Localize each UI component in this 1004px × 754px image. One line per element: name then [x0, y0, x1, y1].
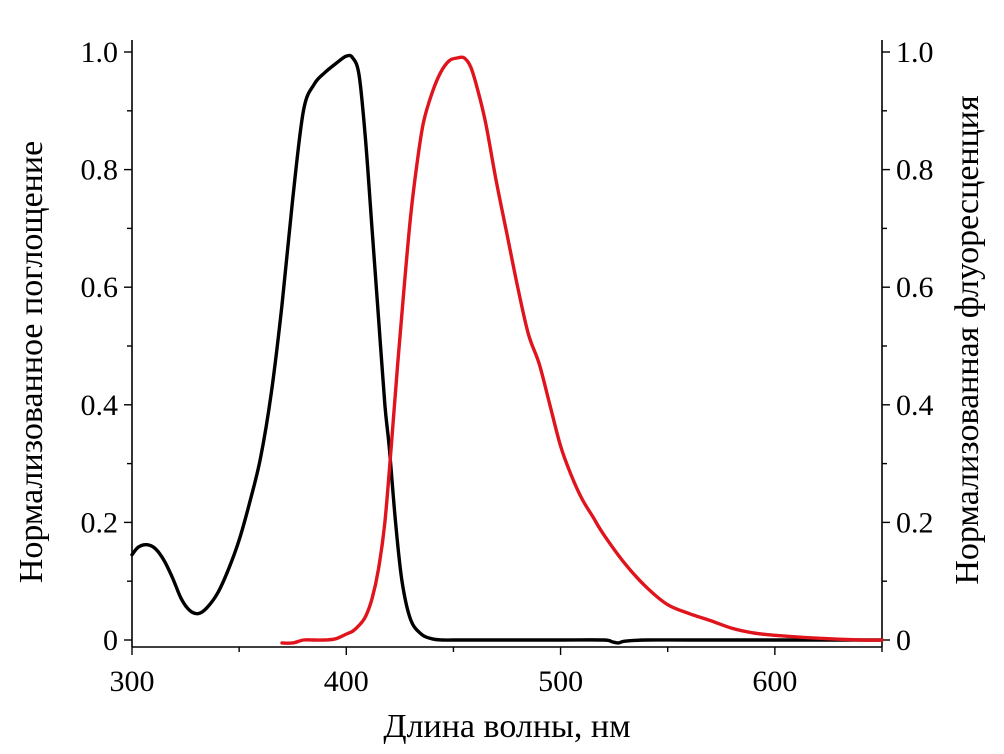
y-left-tick-label: 0.6 — [81, 271, 119, 304]
y-right-tick-label: 1.0 — [896, 36, 934, 69]
y-axis-left: 0 0.2 0.4 0.6 0.8 1.0 — [81, 36, 133, 657]
x-tick-label: 500 — [538, 665, 583, 698]
x-axis-title: Длина волны, нм — [383, 708, 630, 745]
y-left-tick-label: 0.2 — [81, 506, 119, 539]
x-tick-label: 300 — [110, 665, 155, 698]
y-axis-right-title: Нормализованная флуоресценция — [949, 95, 986, 585]
absorption-series-line — [130, 53, 884, 645]
y-axis-right: 0 0.2 0.4 0.6 0.8 1.0 — [881, 36, 934, 657]
x-axis: 300 400 500 600 — [110, 646, 883, 698]
y-right-tick-label: 0 — [896, 624, 911, 657]
y-axis-left-title: Нормализованное поглощение — [13, 141, 50, 583]
y-right-tick-label: 0.6 — [896, 271, 934, 304]
y-left-tick-label: 0.8 — [81, 154, 119, 187]
y-left-tick-label: 0.4 — [81, 389, 119, 422]
y-right-tick-label: 0.2 — [896, 506, 934, 539]
fluorescence-series-line — [280, 55, 884, 645]
y-left-tick-label: 0 — [103, 624, 118, 657]
series-layer — [130, 53, 884, 645]
y-right-tick-label: 0.4 — [896, 389, 934, 422]
y-left-tick-label: 1.0 — [81, 36, 119, 69]
x-tick-label: 600 — [752, 665, 797, 698]
x-tick-label: 400 — [324, 665, 369, 698]
y-right-tick-label: 0.8 — [896, 154, 934, 187]
